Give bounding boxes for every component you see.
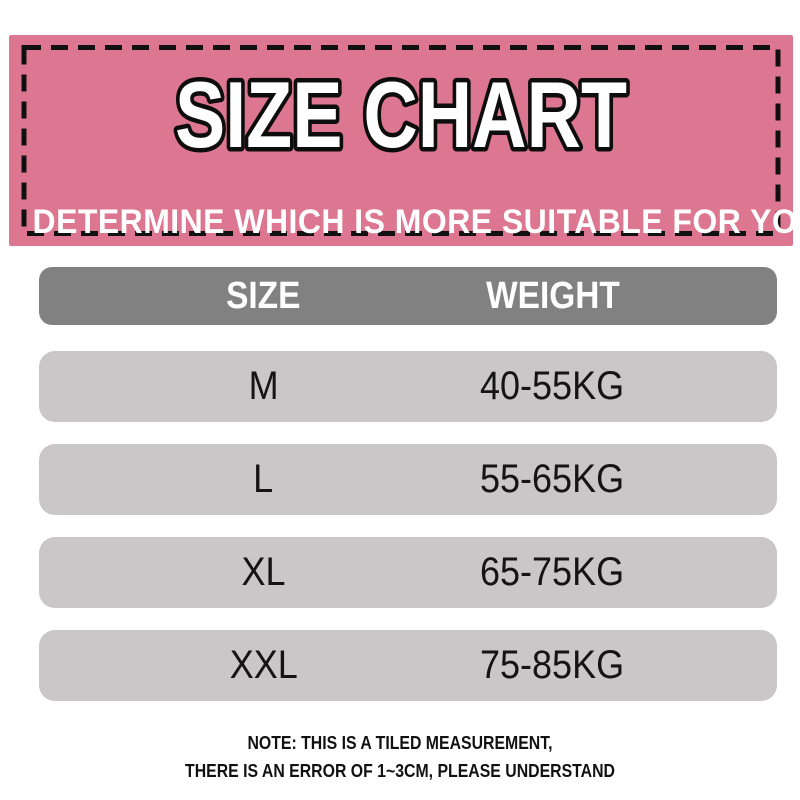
- size-value: L: [253, 457, 274, 501]
- size-cell: M: [39, 364, 408, 409]
- weight-value: 40-55KG: [480, 364, 625, 408]
- table-row: L 55-65KG: [39, 444, 777, 515]
- weight-cell: 65-75KG: [408, 550, 777, 595]
- size-value: XXL: [229, 643, 298, 687]
- footer-note: NOTE: THIS IS A TILED MEASUREMENT, THERE…: [0, 729, 800, 785]
- weight-cell: 75-85KG: [408, 643, 777, 688]
- page-title: SIZE CHART: [175, 62, 627, 167]
- header-label-weight: WEIGHT: [485, 274, 620, 317]
- size-value: M: [248, 364, 279, 408]
- weight-cell: 55-65KG: [408, 457, 777, 502]
- banner-title-graphic: SIZE CHART: [171, 58, 632, 172]
- size-value: XL: [241, 550, 286, 594]
- header-cell-weight: WEIGHT: [408, 275, 777, 318]
- header-label-size: SIZE: [226, 274, 301, 317]
- note-line-2: THERE IS AN ERROR OF 1~3CM, PLEASE UNDER…: [185, 761, 615, 781]
- dashed-border: [21, 45, 781, 236]
- size-cell: XL: [39, 550, 408, 595]
- size-cell: XXL: [39, 643, 408, 688]
- table-row: M 40-55KG: [39, 351, 777, 422]
- note-line-1: NOTE: THIS IS A TILED MEASUREMENT,: [247, 733, 553, 753]
- weight-cell: 40-55KG: [408, 364, 777, 409]
- size-cell: L: [39, 457, 408, 502]
- banner-subtitle: DETERMINE WHICH IS MORE SUITABLE FOR YOU: [32, 203, 800, 241]
- table-header-row: SIZE WEIGHT: [39, 267, 777, 325]
- header-cell-size: SIZE: [39, 275, 408, 318]
- weight-value: 65-75KG: [480, 550, 625, 594]
- table-row: XL 65-75KG: [39, 537, 777, 608]
- weight-value: 75-85KG: [480, 643, 625, 687]
- banner: SIZE CHART DETERMINE WHICH IS MORE SUITA…: [9, 35, 800, 246]
- table-row: XXL 75-85KG: [39, 630, 777, 701]
- weight-value: 55-65KG: [480, 457, 625, 501]
